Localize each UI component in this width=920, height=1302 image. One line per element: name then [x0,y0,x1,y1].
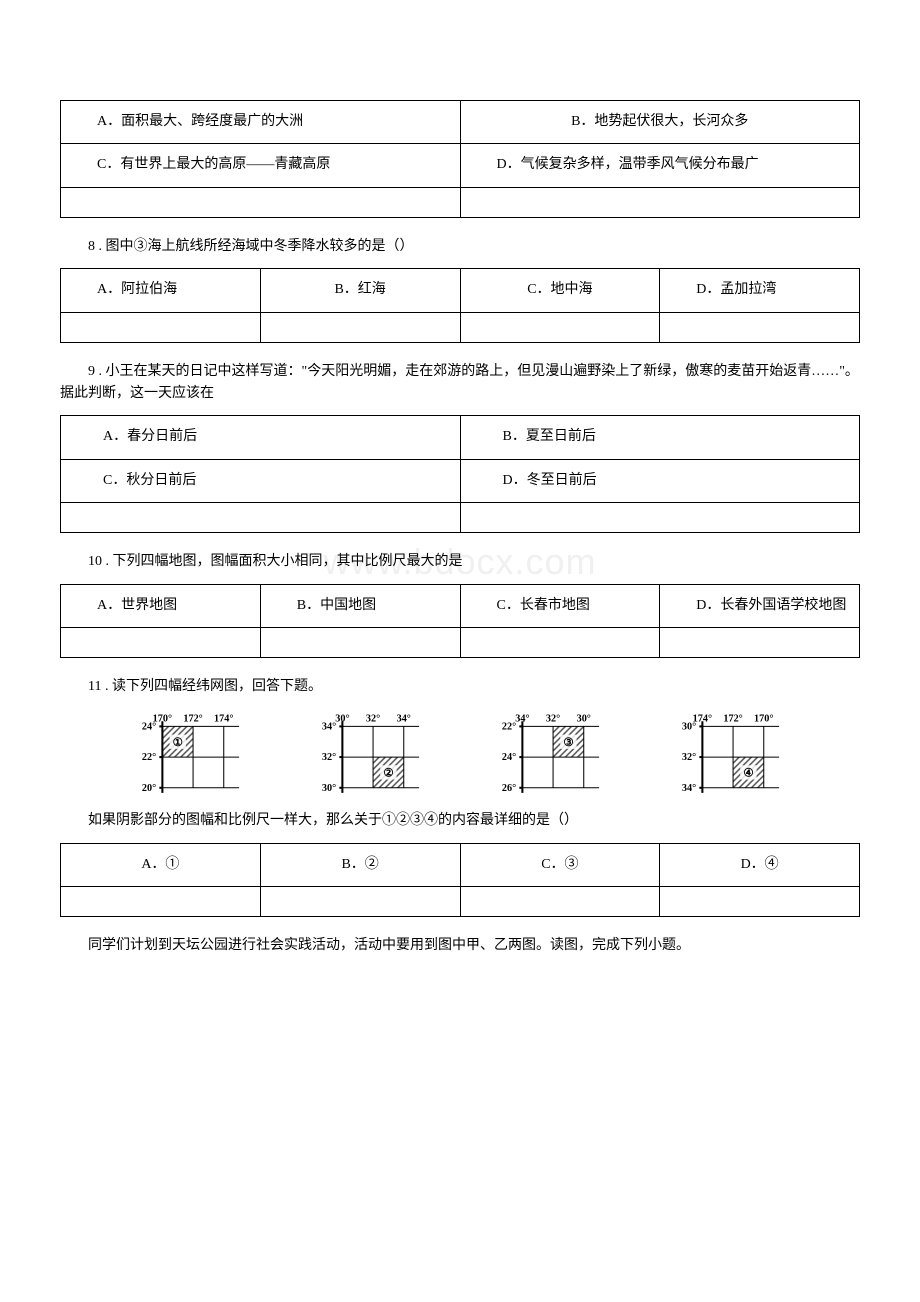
q12-text: 同学们计划到天坛公园进行社会实践活动，活动中要用到图中甲、乙两图。读图，完成下列… [60,935,860,957]
q9-option-d: D．冬至日前后 [460,459,860,502]
empty-cell [460,887,660,917]
empty-cell [460,503,860,533]
svg-text:170°: 170° [754,714,773,725]
q8-option-c: C．地中海 [460,269,660,312]
q11-diagrams: 170°172°174°24°22°20°①30°32°34°34°32°30°… [60,708,860,798]
svg-text:32°: 32° [682,752,696,763]
q10-option-d: D．长春外国语学校地图 [660,584,860,627]
svg-text:32°: 32° [546,714,560,725]
q11-text: 11 . 读下列四幅经纬网图，回答下题。 [60,676,860,698]
q8-options-table: A．阿拉伯海 B．红海 C．地中海 D．孟加拉湾 [60,268,860,342]
q7-option-a: A．面积最大、跨经度最广的大洲 [61,101,461,144]
empty-cell [460,187,860,217]
empty-cell [61,627,261,657]
svg-text:30°: 30° [322,783,336,794]
q8-text: 8 . 图中③海上航线所经海域中冬季降水较多的是（） [60,236,860,258]
empty-cell [61,503,461,533]
q7-options-table: A．面积最大、跨经度最广的大洲 B．地势起伏很大，长河众多 C．有世界上最大的高… [60,100,860,218]
svg-text:③: ③ [563,737,573,749]
q9-options-table: A．春分日前后 B．夏至日前后 C．秋分日前后 D．冬至日前后 [60,415,860,533]
q9-option-b: B．夏至日前后 [460,416,860,459]
q7-option-d: D．气候复杂多样，温带季风气候分布最广 [460,144,860,187]
empty-cell [660,887,860,917]
q11-option-d: D．④ [660,843,860,886]
q11-options-table: A．① B．② C．③ D．④ [60,843,860,917]
q7-option-b: B．地势起伏很大，长河众多 [460,101,860,144]
q10-text: 10 . 下列四幅地图，图幅面积大小相同，其中比例尺最大的是 [60,551,860,573]
svg-text:②: ② [383,768,393,780]
svg-text:30°: 30° [577,714,591,725]
svg-text:30°: 30° [682,722,696,733]
q11-option-b: B．② [260,843,460,886]
q9-option-c: C．秋分日前后 [61,459,461,502]
empty-cell [61,187,461,217]
q10-option-a: A．世界地图 [61,584,261,627]
q10-option-c: C．长春市地图 [460,584,660,627]
svg-text:22°: 22° [142,752,156,763]
svg-text:172°: 172° [723,714,742,725]
svg-text:172°: 172° [183,714,202,725]
svg-text:①: ① [173,737,183,749]
empty-cell [61,887,261,917]
q10-options-table: A．世界地图 B．中国地图 C．长春市地图 D．长春外国语学校地图 [60,584,860,658]
q11-option-a: A．① [61,843,261,886]
svg-text:32°: 32° [322,752,336,763]
q8-option-a: A．阿拉伯海 [61,269,261,312]
svg-text:20°: 20° [142,783,156,794]
empty-cell [61,312,261,342]
svg-text:24°: 24° [502,752,516,763]
svg-text:24°: 24° [142,722,156,733]
q10-option-b: B．中国地图 [260,584,460,627]
svg-text:④: ④ [743,768,753,780]
q8-option-d: D．孟加拉湾 [660,269,860,312]
grid-diagram-4: 174°172°170°30°32°34°④ [660,708,800,798]
q11-option-c: C．③ [460,843,660,886]
grid-diagram-2: 30° 32° 34° 34° 32° 30° ② [300,708,440,798]
empty-cell [260,887,460,917]
q7-option-c: C．有世界上最大的高原——青藏高原 [61,144,461,187]
svg-text:174°: 174° [214,714,233,725]
empty-cell [660,627,860,657]
empty-cell [260,312,460,342]
q9-text: 9 . 小王在某天的日记中这样写道："今天阳光明媚，走在郊游的路上，但见漫山遍野… [60,361,860,406]
grid-diagram-1: 170°172°174°24°22°20°① [120,708,260,798]
svg-text:34°: 34° [515,714,529,725]
svg-text:34°: 34° [682,783,696,794]
empty-cell [260,627,460,657]
empty-cell [460,312,660,342]
svg-text:22°: 22° [502,722,516,733]
svg-text:34°: 34° [397,714,411,725]
q8-option-b: B．红海 [260,269,460,312]
grid-diagram-3: 34° 32° 30° 22° 24° 26° ③ [480,708,620,798]
empty-cell [460,627,660,657]
q11-subtext: 如果阴影部分的图幅和比例尺一样大，那么关于①②③④的内容最详细的是（） [60,810,860,832]
empty-cell [660,312,860,342]
svg-text:32°: 32° [366,714,380,725]
svg-text:34°: 34° [322,722,336,733]
svg-text:26°: 26° [502,783,516,794]
q9-option-a: A．春分日前后 [61,416,461,459]
svg-text:30°: 30° [335,714,349,725]
